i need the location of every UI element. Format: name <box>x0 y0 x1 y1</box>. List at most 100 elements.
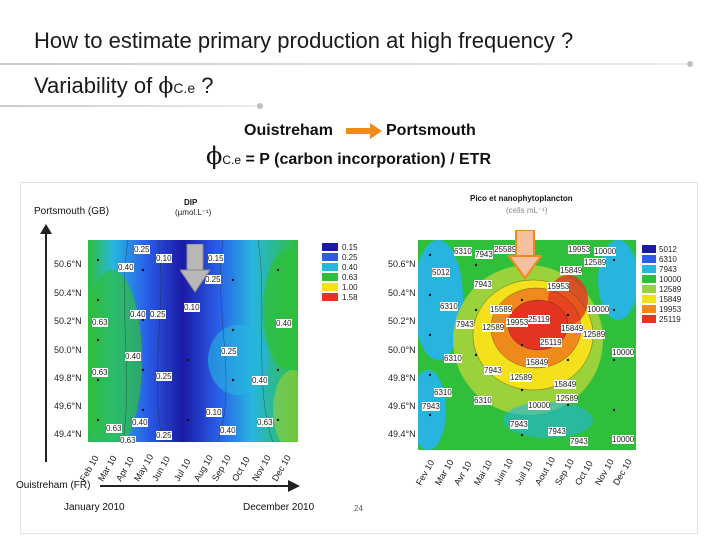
pico-legend-item: 15849 <box>642 294 694 304</box>
dip-contour-label: 0.63 <box>92 368 108 377</box>
dip-lat-label: 49.8°N <box>54 373 82 383</box>
dip-highlight-arrow-icon <box>180 244 210 293</box>
formula-phi: ϕ <box>206 142 223 170</box>
pico-title: Pico et nanophytoplancton <box>470 194 573 203</box>
dip-contour-label: 0.40 <box>132 418 148 427</box>
dip-contour-label: 0.25 <box>205 275 221 284</box>
pico-unit: (cells mL⁻¹) <box>506 206 548 215</box>
pico-contour-label: 7943 <box>484 366 502 375</box>
label-ouistreham: Ouistreham (FR) <box>16 480 91 491</box>
pico-contour-label: 6310 <box>434 388 452 397</box>
dip-title: DIP <box>184 198 198 207</box>
pico-contour-label: 6310 <box>444 354 462 363</box>
pico-contour-label: 10000 <box>587 305 610 314</box>
dip-contour-label: 0.40 <box>125 352 141 361</box>
pico-legend-label: 15849 <box>659 294 682 304</box>
dip-contour-label: 0.10 <box>206 408 222 417</box>
pico-legend-swatch <box>642 245 656 253</box>
latitude-axis-arrow-icon <box>40 224 52 462</box>
dip-legend-item: 1.00 <box>322 282 382 292</box>
pico-contour-label: 12589 <box>482 323 505 332</box>
pico-contour-label: 7943 <box>456 320 474 329</box>
pico-lat-label: 50.2°N <box>388 316 416 326</box>
pico-legend-label: 5012 <box>659 244 677 254</box>
pico-legend-label: 25119 <box>659 314 681 324</box>
page-number: 24 <box>354 504 363 513</box>
pico-contour-label: 12589 <box>583 330 606 339</box>
pico-contour-label: 15849 <box>554 380 577 389</box>
pico-contour-label: 7943 <box>474 280 492 289</box>
dip-lat-label: 49.4°N <box>54 429 82 439</box>
dip-legend-item: 0.40 <box>322 262 382 272</box>
dip-contour-label: 0.25 <box>221 347 237 356</box>
route-arrow-icon <box>346 123 382 139</box>
pico-legend-swatch <box>642 265 656 273</box>
pico-legend-label: 6310 <box>659 254 677 264</box>
dip-legend-swatch <box>322 263 338 271</box>
dip-contour-label: 0.40 <box>118 263 134 272</box>
pico-legend: 5012 6310 7943 10000 12589 15849 19953 2… <box>642 244 694 324</box>
dip-contour-label: 0.10 <box>184 303 200 312</box>
dip-contour-label: 0.10 <box>156 254 172 263</box>
slide-subtitle: Variability of ϕC.e ? <box>34 73 213 99</box>
dip-lat-label: 50.4°N <box>54 288 82 298</box>
pico-legend-label: 7943 <box>659 264 677 274</box>
formula-sub: C.e <box>222 153 242 167</box>
pico-contour-label: 10000 <box>594 247 617 256</box>
dip-contour-label: 0.25 <box>134 245 150 254</box>
pico-legend-label: 12589 <box>659 284 682 294</box>
pico-legend-swatch <box>642 305 656 313</box>
pico-contour-label: 6310 <box>440 302 458 311</box>
dip-legend-item: 0.15 <box>322 242 382 252</box>
dip-legend-label: 1.00 <box>342 282 358 292</box>
pico-lat-label: 50.4°N <box>388 288 416 298</box>
date-end: December 2010 <box>243 502 315 513</box>
dip-legend-swatch <box>322 243 338 251</box>
pico-legend-item: 6310 <box>642 254 694 264</box>
dip-legend-label: 0.15 <box>342 242 358 252</box>
pico-legend-label: 19953 <box>659 304 682 314</box>
pico-legend-item: 7943 <box>642 264 694 274</box>
dip-contour-label: 0.15 <box>208 254 224 263</box>
pico-highlight-arrow-icon <box>508 230 542 280</box>
pico-legend-swatch <box>642 255 656 263</box>
pico-legend-item: 5012 <box>642 244 694 254</box>
dip-contour-label: 0.25 <box>150 310 166 319</box>
pico-contour-label: 12589 <box>584 258 607 267</box>
dip-legend: 0.15 0.25 0.40 0.63 1.00 1.58 <box>322 242 382 302</box>
pico-contour-label: 7943 <box>510 420 528 429</box>
pico-contour-label: 15849 <box>526 358 549 367</box>
pico-contour-label: 19953 <box>568 245 591 254</box>
dip-contour-label: 0.40 <box>252 376 268 385</box>
pico-contour-plot <box>418 240 636 450</box>
dip-contour-label: 0.25 <box>156 431 172 440</box>
dip-contour-label: 0.25 <box>156 372 172 381</box>
pico-contour-label: 7943 <box>475 250 493 259</box>
subtitle-prefix: Variability of <box>34 73 159 98</box>
pico-legend-swatch <box>642 285 656 293</box>
pico-contour-label: 10000 <box>612 348 635 357</box>
dip-contour-label: 0.63 <box>92 318 108 327</box>
dip-lat-label: 50.0°N <box>54 345 82 355</box>
pico-contour-label: 25589 <box>494 245 517 254</box>
dip-unit: (µmol.L⁻¹) <box>175 208 212 217</box>
dip-contour-label: 0.40 <box>220 426 236 435</box>
subtitle-divider <box>0 103 263 109</box>
dip-legend-label: 0.25 <box>342 252 358 262</box>
pico-contour-label: 25119 <box>528 315 550 324</box>
pico-contour-label: 12589 <box>510 373 533 382</box>
title-divider <box>0 61 693 67</box>
dip-legend-swatch <box>322 253 338 261</box>
dip-legend-label: 1.58 <box>342 292 358 302</box>
dip-contour-label: 0.63 <box>257 418 273 427</box>
time-axis-arrow-icon <box>100 480 300 492</box>
dip-legend-swatch <box>322 273 338 281</box>
pico-contour-label: 10000 <box>612 435 635 444</box>
pico-lat-label: 49.4°N <box>388 429 416 439</box>
dip-contour-label: 0.40 <box>276 319 292 328</box>
pico-contour-label: 5012 <box>432 268 450 277</box>
pico-legend-item: 19953 <box>642 304 694 314</box>
dip-contour-label: 0.40 <box>130 310 146 319</box>
dip-lat-label: 49.6°N <box>54 401 82 411</box>
pico-contour-label: 7943 <box>422 402 440 411</box>
